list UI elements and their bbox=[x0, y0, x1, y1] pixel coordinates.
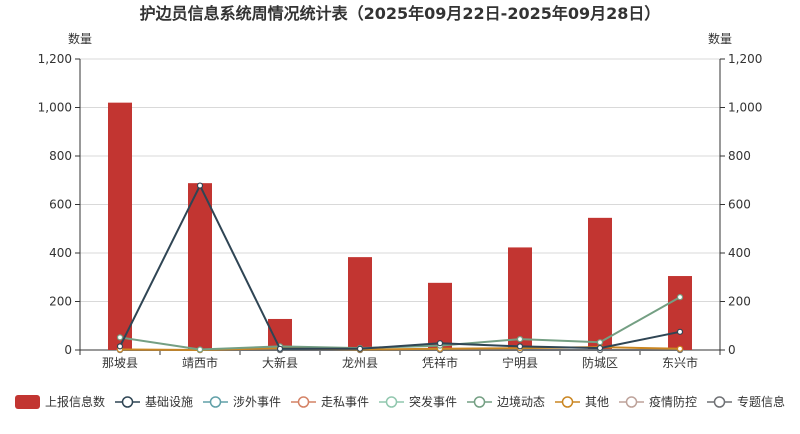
legend-label-3: 走私事件 bbox=[321, 395, 369, 409]
x-tick-label: 宁明县 bbox=[502, 355, 538, 370]
bar-0-3 bbox=[348, 257, 372, 350]
legend-label-2: 涉外事件 bbox=[233, 395, 281, 409]
point-1-2 bbox=[276, 345, 284, 352]
legend-marker-1 bbox=[121, 396, 134, 408]
x-tick-label: 大新县 bbox=[262, 355, 298, 370]
y-tick-label-right: 800 bbox=[728, 149, 751, 163]
point-5-0 bbox=[116, 334, 124, 341]
bar-0-6 bbox=[588, 217, 612, 350]
point-6-7 bbox=[676, 345, 684, 352]
point-1-5 bbox=[516, 343, 524, 350]
legend: 上报信息数 基础设施 涉外事件 走私事件 突发事件 边境动态 其他 疫情防控 专题信息 bbox=[15, 394, 785, 409]
point-1-7 bbox=[676, 328, 684, 335]
point-5-6 bbox=[596, 339, 604, 346]
x-tick-label: 东兴市 bbox=[662, 355, 698, 370]
bar-0-7 bbox=[668, 276, 692, 350]
point-1-1 bbox=[196, 182, 204, 189]
y-tick-label-right: 200 bbox=[728, 295, 751, 309]
legend-marker-8 bbox=[713, 396, 726, 408]
line-series bbox=[116, 182, 684, 354]
line-1 bbox=[119, 184, 681, 350]
legend-label-6: 其他 bbox=[585, 395, 609, 409]
point-5-7 bbox=[676, 294, 684, 301]
x-tick-label: 龙州县 bbox=[342, 356, 378, 370]
y-tick-label-left: 800 bbox=[49, 149, 72, 163]
legend-symbol-0 bbox=[15, 395, 40, 409]
y-tick-label-right: 600 bbox=[728, 198, 751, 212]
grid-lines bbox=[80, 58, 720, 302]
x-tick-label: 凭祥市 bbox=[422, 355, 458, 370]
legend-label-5: 边境动态 bbox=[497, 394, 545, 409]
point-1-4 bbox=[436, 340, 444, 347]
chart-title: 护边员信息系统周情况统计表（2025年09月22日-2025年09月28日） bbox=[140, 4, 661, 23]
bar-0-0 bbox=[108, 102, 132, 351]
bar-series bbox=[108, 102, 692, 351]
legend-label-0: 上报信息数 bbox=[45, 394, 105, 409]
legend-label-4: 突发事件 bbox=[409, 394, 457, 409]
y-tick-label-right: 1,000 bbox=[728, 101, 762, 115]
legend-marker-5 bbox=[473, 396, 486, 408]
x-tick-label: 靖西市 bbox=[182, 355, 218, 370]
y-axis-left-name: 数量 bbox=[68, 31, 92, 46]
y-tick-label-right: 1,200 bbox=[728, 52, 762, 66]
legend-marker-4 bbox=[385, 396, 398, 408]
axes: 0 0 200 200 400 400 600 600 800 800 1,000 1,000 1,20… bbox=[38, 52, 763, 370]
point-5-5 bbox=[516, 335, 524, 343]
legend-marker-6 bbox=[561, 396, 574, 408]
y-tick-label-left: 1,200 bbox=[38, 52, 72, 66]
bar-0-4 bbox=[428, 282, 452, 350]
y-tick-label-left: 200 bbox=[49, 295, 72, 309]
bar-0-1 bbox=[188, 183, 212, 350]
point-1-0 bbox=[116, 343, 124, 350]
legend-marker-7 bbox=[625, 396, 638, 408]
x-tick-label: 那坡县 bbox=[102, 356, 138, 370]
legend-label-7: 疫情防控 bbox=[649, 394, 697, 409]
point-5-1 bbox=[196, 346, 204, 353]
legend-marker-3 bbox=[297, 396, 310, 408]
y-tick-label-right: 0 bbox=[728, 343, 736, 357]
legend-label-8: 专题信息 bbox=[737, 394, 785, 409]
y-axis-right-name: 数量 bbox=[708, 31, 732, 46]
legend-label-1: 基础设施 bbox=[145, 395, 193, 409]
point-1-6 bbox=[596, 344, 604, 352]
x-tick-label: 防城区 bbox=[582, 355, 618, 370]
bar-0-5 bbox=[508, 247, 532, 350]
point-1-3 bbox=[356, 345, 364, 352]
y-tick-label-left: 0 bbox=[64, 343, 72, 357]
y-tick-label-left: 600 bbox=[49, 198, 72, 212]
legend-marker-2 bbox=[209, 396, 222, 408]
y-tick-label-left: 1,000 bbox=[38, 101, 72, 115]
y-tick-label-left: 400 bbox=[49, 246, 72, 260]
y-tick-label-right: 400 bbox=[728, 246, 751, 260]
